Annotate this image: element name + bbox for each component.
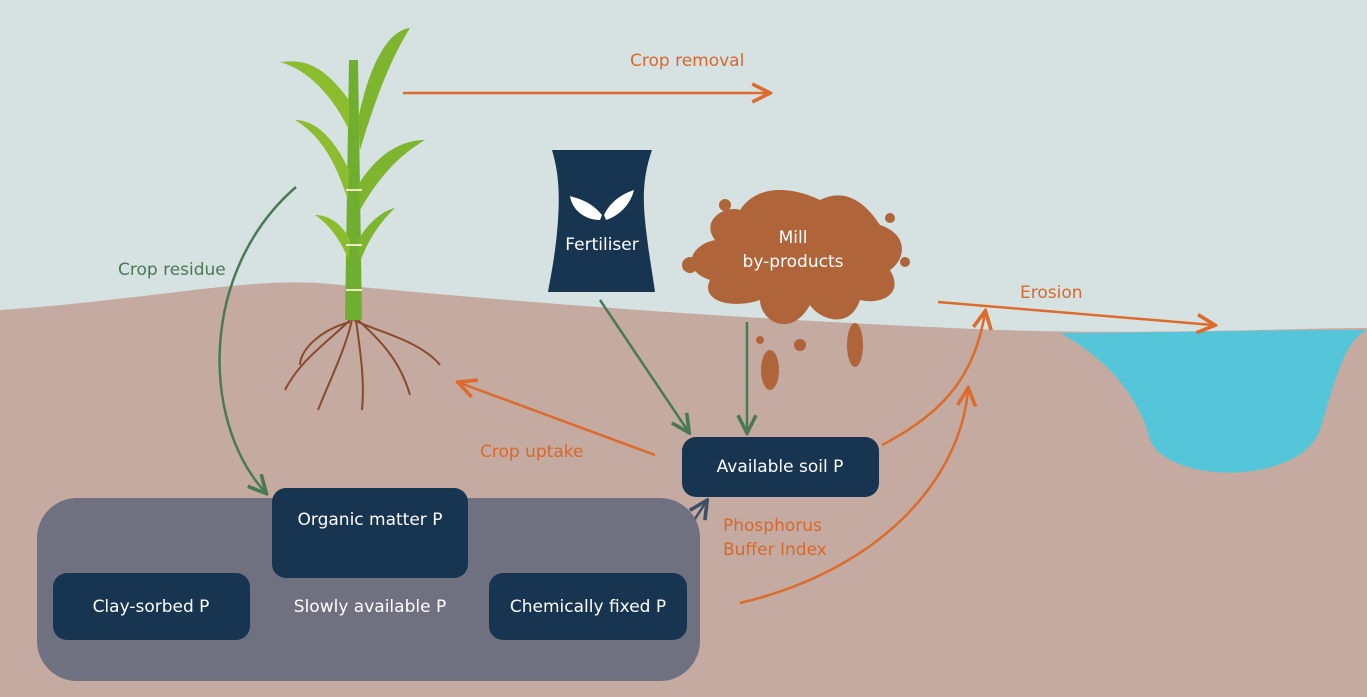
mill-splat: Mill by-products [682,190,910,390]
crop-uptake-label: Crop uptake [480,442,583,462]
clay-box [53,573,250,640]
fertiliser-bag: Fertiliser [548,150,655,292]
chemical-label: Chemically fixed P [510,597,666,617]
organic-label: Organic matter P [298,510,443,530]
fertiliser-label: Fertiliser [565,235,638,255]
water [1060,330,1367,473]
mill-label: Mill by-products [743,228,844,272]
clay-label: Clay-sorbed P [93,597,210,617]
available-box [682,437,879,497]
crop-removal-label: Crop removal [630,51,744,71]
arrows [218,93,1213,605]
erosion-label: Erosion [1020,283,1083,303]
crop-residue-label: Crop residue [118,260,226,280]
available-label: Available soil P [717,457,844,477]
plant [280,28,441,411]
pbi-label: Phosphorus Buffer Index [723,516,827,560]
slowly-label: Slowly available P [294,597,446,617]
organic-box [272,488,468,578]
chemical-box [489,573,687,640]
